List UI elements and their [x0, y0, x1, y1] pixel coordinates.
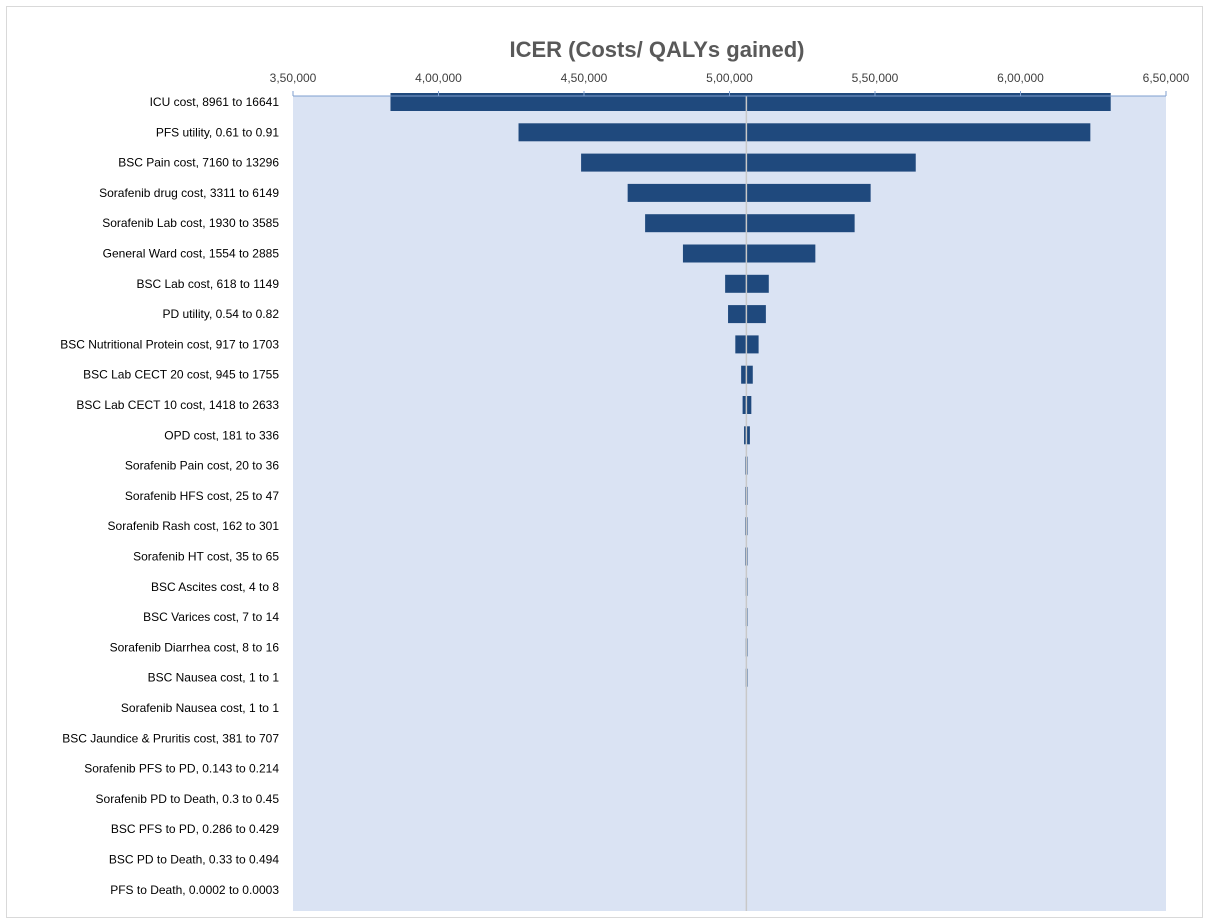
category-label: Sorafenib Nausea cost, 1 to 1: [121, 701, 279, 715]
x-tick-label: 6,50,000: [1143, 71, 1190, 85]
category-label: Sorafenib Rash cost, 162 to 301: [108, 519, 280, 533]
category-label: BSC Lab CECT 10 cost, 1418 to 2633: [76, 398, 279, 412]
category-label: BSC Pain cost, 7160 to 13296: [118, 156, 279, 170]
tornado-bar: [581, 153, 916, 172]
category-label: BSC Nutritional Protein cost, 917 to 170…: [60, 337, 279, 351]
category-label: BSC PFS to PD, 0.286 to 0.429: [111, 822, 279, 836]
category-label: Sorafenib Lab cost, 1930 to 3585: [102, 216, 279, 230]
category-label: BSC Varices cost, 7 to 14: [143, 610, 279, 624]
chart-title: ICER (Costs/ QALYs gained): [509, 37, 804, 62]
category-label: BSC Lab CECT 20 cost, 945 to 1755: [83, 368, 279, 382]
category-label: Sorafenib drug cost, 3311 to 6149: [99, 186, 279, 200]
category-label: Sorafenib Pain cost, 20 to 36: [125, 459, 279, 473]
x-tick-label: 4,50,000: [561, 71, 608, 85]
x-tick-label: 5,50,000: [852, 71, 899, 85]
tornado-bar: [645, 214, 855, 233]
category-label: Sorafenib HT cost, 35 to 65: [133, 550, 279, 564]
tornado-chart: ICER (Costs/ QALYs gained) 3,50,000 4,00,…: [60, 37, 1190, 911]
category-label: PD utility, 0.54 to 0.82: [162, 307, 279, 321]
category-label: General Ward cost, 1554 to 2885: [103, 247, 280, 261]
category-label: Sorafenib HFS cost, 25 to 47: [125, 489, 279, 503]
tornado-bar: [627, 183, 871, 202]
category-label: ICU cost, 8961 to 16641: [150, 95, 280, 109]
category-label: BSC Lab cost, 618 to 1149: [136, 277, 279, 291]
category-label: BSC Nausea cost, 1 to 1: [148, 671, 280, 685]
category-label: Sorafenib PFS to PD, 0.143 to 0.214: [84, 762, 279, 776]
category-label: BSC PD to Death, 0.33 to 0.494: [109, 853, 279, 867]
category-label: Sorafenib PD to Death, 0.3 to 0.45: [96, 792, 280, 806]
category-label: PFS to Death, 0.0002 to 0.0003: [110, 883, 279, 897]
chart-frame: ICER (Costs/ QALYs gained) 3,50,000 4,00,…: [6, 6, 1203, 918]
x-tick-label: 5,00,000: [706, 71, 753, 85]
tornado-bar: [518, 123, 1091, 142]
category-labels: ICU cost, 8961 to 16641 PFS utility, 0.61…: [60, 95, 279, 897]
tornado-bar: [682, 244, 816, 263]
x-tick-label: 4,00,000: [415, 71, 462, 85]
x-axis: 3,50,000 4,00,000 4,50,000 5,00,000 5,50,000…: [270, 71, 1190, 97]
bars: [390, 93, 1111, 911]
x-tick-label: 6,00,000: [997, 71, 1044, 85]
category-label: PFS utility, 0.61 to 0.91: [156, 125, 280, 139]
x-tick-label: 3,50,000: [270, 71, 317, 85]
category-label: BSC Ascites cost, 4 to 8: [151, 580, 279, 594]
category-label: BSC Jaundice & Pruritis cost, 381 to 707: [62, 731, 279, 745]
category-label: OPD cost, 181 to 336: [164, 428, 279, 442]
category-label: Sorafenib Diarrhea cost, 8 to 16: [110, 640, 280, 654]
tornado-bar: [390, 93, 1111, 111]
